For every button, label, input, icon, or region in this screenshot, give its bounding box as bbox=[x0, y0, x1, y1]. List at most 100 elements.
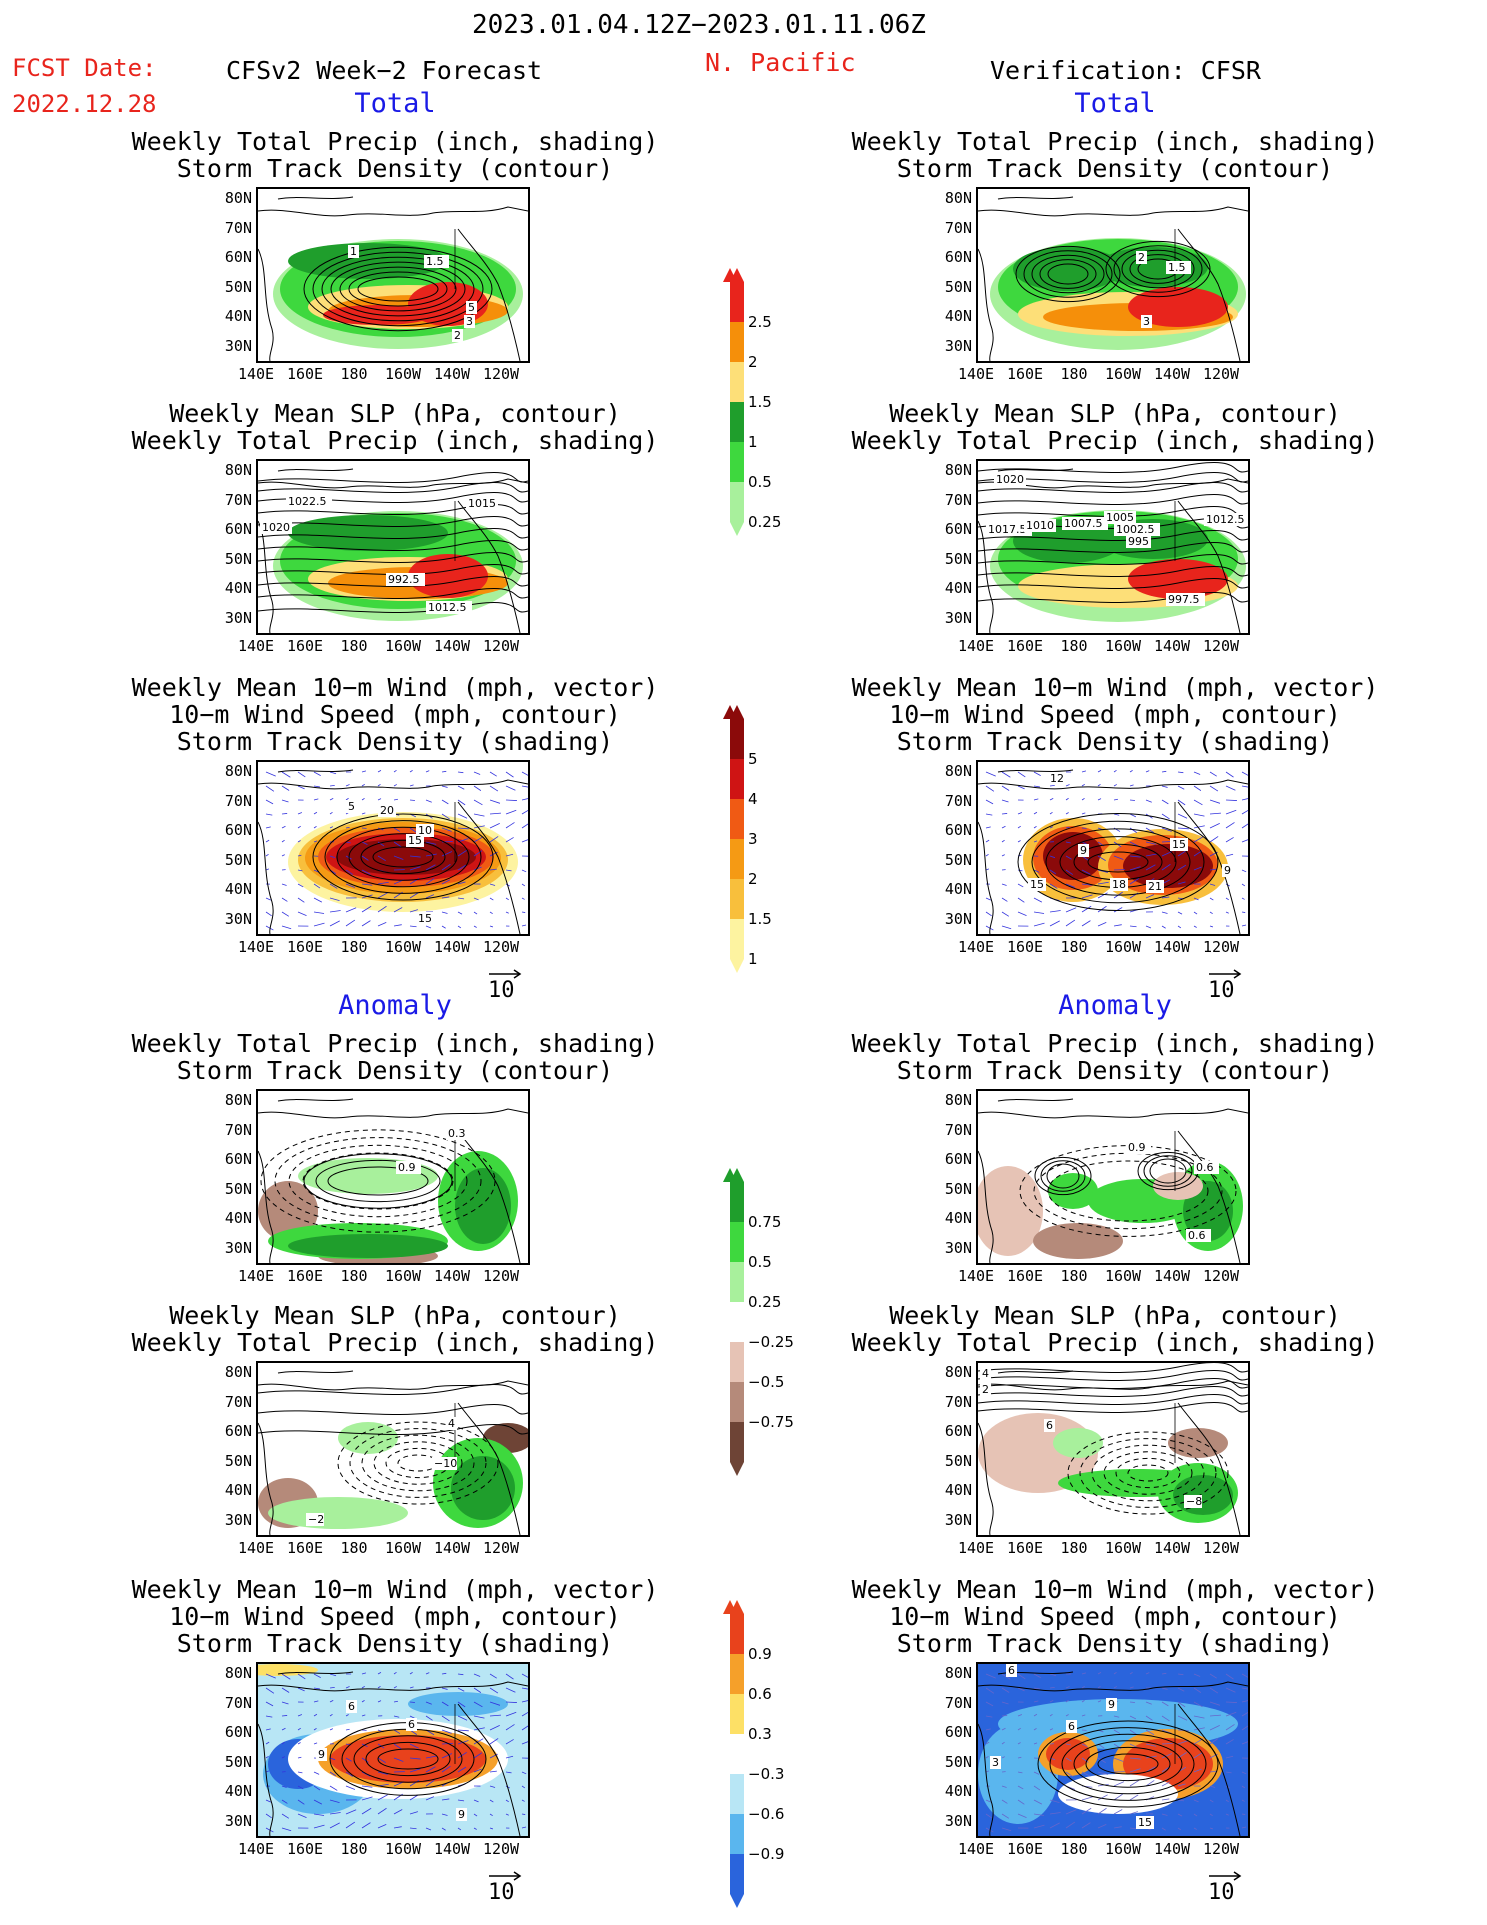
shading-region bbox=[1033, 1223, 1123, 1259]
map-forecast-total-slp: 1022.5 1015 1020 992.5 1012.5 bbox=[256, 459, 530, 635]
title-v-tot-precip: Weekly Total Precip (inch, shading) Storm… bbox=[851, 127, 1379, 183]
contour-label: 15 bbox=[1030, 878, 1044, 891]
vector-reference-f-anomaly: 10 bbox=[488, 1871, 522, 1905]
contour-label-bg bbox=[306, 1513, 324, 1526]
lat-tick-label: 70N bbox=[944, 791, 972, 810]
colorbar-swatch bbox=[730, 759, 744, 799]
colorbar-swatch bbox=[730, 362, 744, 402]
contour-label: 5 bbox=[348, 800, 355, 813]
contour-label: 0.3 bbox=[448, 1127, 466, 1140]
title-v-anom-slp: Weekly Mean SLP (hPa, contour) Weekly Tot… bbox=[851, 1301, 1379, 1357]
map-verification-total-precip: 1.5 2 3 bbox=[976, 187, 1250, 363]
shading-region bbox=[455, 1168, 511, 1244]
contour-label-bg bbox=[1106, 1698, 1117, 1711]
lat-tick-label: 30N bbox=[224, 909, 252, 928]
lon-tick-label: 160E bbox=[286, 637, 324, 655]
lat-tick-label: 30N bbox=[224, 1510, 252, 1529]
colorbar-label: 0.75 bbox=[748, 1213, 782, 1231]
lon-tick-label: 160E bbox=[1006, 637, 1044, 655]
colorbar-precip-anomaly: 0.75 0.5 0.25 −0.25 −0.5 −0.75 bbox=[722, 1168, 794, 1482]
contour-label-bg bbox=[432, 1457, 457, 1470]
lat-tick-label: 80N bbox=[944, 461, 972, 479]
contour-label-bg bbox=[456, 1808, 467, 1821]
contour-label-bg bbox=[1062, 517, 1108, 530]
lon-tick-label: 140E bbox=[957, 1539, 995, 1557]
title-f-anom-precip: Weekly Total Precip (inch, shading) Storm… bbox=[131, 1029, 659, 1085]
lat-tick-label: 50N bbox=[944, 549, 972, 568]
lon-tick-label: 140E bbox=[957, 938, 995, 956]
contour-lines bbox=[1017, 813, 1219, 911]
colorbar-swatch bbox=[730, 1734, 744, 1774]
lon-tick-label: 140E bbox=[237, 1539, 275, 1557]
colorbar-label: 1 bbox=[748, 950, 758, 968]
lon-tick-label: 160W bbox=[1104, 938, 1142, 956]
contour-label-bg bbox=[464, 315, 475, 328]
lon-tick-label: 120W bbox=[1202, 938, 1240, 956]
arrow-icon bbox=[1209, 1871, 1242, 1881]
contour-label-bg bbox=[446, 1127, 471, 1140]
map-forecast-total-precip: 1 1.5 5 3 2 bbox=[256, 187, 530, 363]
contour-label: −2 bbox=[308, 1513, 324, 1526]
contour-label-bg bbox=[1126, 535, 1151, 548]
lat-tick-label: 60N bbox=[944, 1150, 972, 1168]
colorbar-swatch bbox=[730, 402, 744, 442]
lat-tick-label: 80N bbox=[224, 189, 252, 207]
contour-lines bbox=[1067, 1431, 1229, 1515]
lon-tick-label: 160E bbox=[286, 365, 324, 383]
lat-tick-label: 80N bbox=[224, 1664, 252, 1682]
lat-tick-label: 70N bbox=[224, 1392, 252, 1411]
lon-tick-label: 180 bbox=[1060, 1840, 1088, 1858]
lat-tick-label: 30N bbox=[224, 336, 252, 355]
lon-tick-label: 140W bbox=[433, 1539, 471, 1557]
colorbar-track-total: 5 4 3 2 1.5 1 bbox=[722, 705, 772, 979]
contour-label: 1002.5 bbox=[1116, 523, 1155, 536]
contour-label-bg bbox=[396, 1161, 421, 1174]
contour-label: 1.5 bbox=[1168, 261, 1186, 274]
contour-label: 2 bbox=[982, 1383, 989, 1396]
title-f-tot-precip: Weekly Total Precip (inch, shading) Storm… bbox=[131, 127, 659, 183]
shading-region bbox=[258, 1181, 318, 1241]
lon-tick-label: 160E bbox=[1006, 1840, 1044, 1858]
contour-label-bg bbox=[1048, 772, 1066, 785]
shading-region bbox=[1128, 287, 1228, 327]
contour-label: 9 bbox=[318, 1748, 325, 1761]
lat-tick-label: 40N bbox=[944, 1782, 972, 1800]
lon-tick-label: 140W bbox=[1153, 1840, 1191, 1858]
contour-label: 3 bbox=[992, 1756, 999, 1769]
contour-label-bg bbox=[1114, 523, 1160, 536]
lat-tick-label: 30N bbox=[224, 1811, 252, 1830]
lon-tick-label: 160W bbox=[384, 637, 422, 655]
lat-tick-label: 50N bbox=[224, 1179, 252, 1198]
contour-label-bg bbox=[416, 824, 434, 837]
lat-tick-label: 40N bbox=[224, 1782, 252, 1800]
shading-region bbox=[1153, 1172, 1203, 1200]
lat-tick-label: 50N bbox=[224, 850, 252, 869]
contour-label: 6 bbox=[1068, 1720, 1075, 1733]
colorbar-label: −0.25 bbox=[748, 1333, 794, 1351]
contour-label: 0.9 bbox=[398, 1161, 416, 1174]
lon-tick-label: 160W bbox=[1104, 1840, 1142, 1858]
lon-tick-label: 160E bbox=[1006, 938, 1044, 956]
colorbar-label: 2 bbox=[748, 870, 758, 888]
lat-tick-label: 40N bbox=[944, 1209, 972, 1227]
contour-label-bg bbox=[986, 523, 1032, 536]
colorbar-swatch bbox=[730, 482, 744, 522]
lat-tick-label: 80N bbox=[224, 1091, 252, 1109]
contour-label-bg bbox=[1222, 864, 1233, 877]
lon-tick-label: 180 bbox=[340, 365, 368, 383]
contour-label-bg bbox=[980, 1367, 991, 1380]
contour-label: 4 bbox=[982, 1367, 989, 1380]
map-forecast-anomaly-slp: 4 −10 −2 bbox=[256, 1361, 530, 1537]
lon-tick-label: 140W bbox=[433, 365, 471, 383]
contour-label: 997.5 bbox=[1168, 593, 1200, 606]
fcst-date-label: FCST Date: bbox=[12, 54, 157, 82]
colorbar-cap bbox=[730, 1600, 744, 1614]
lon-tick-label: 120W bbox=[482, 1267, 520, 1285]
contour-label-bg bbox=[1136, 251, 1147, 264]
map-verification-total-wind: 12 9 15 15 18 21 9 bbox=[976, 760, 1250, 936]
lat-tick-label: 40N bbox=[224, 880, 252, 898]
colorbar-swatch bbox=[730, 879, 744, 919]
map-forecast-anomaly-wind: 6 6 9 9 bbox=[256, 1662, 530, 1838]
lat-tick-label: 40N bbox=[944, 880, 972, 898]
date-range: 2023.01.04.12Z−2023.01.11.06Z bbox=[472, 10, 926, 40]
